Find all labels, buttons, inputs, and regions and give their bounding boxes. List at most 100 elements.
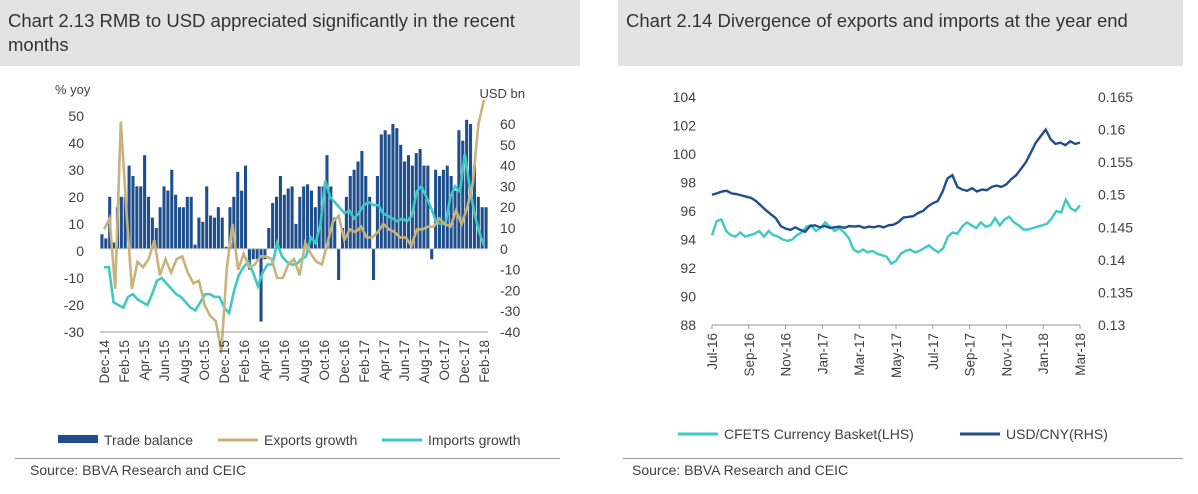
- trade-balance-bar: [294, 223, 298, 249]
- cfets-basket-line: [710, 196, 1081, 266]
- trade-balance-bar: [181, 207, 185, 249]
- x-tick-label: Jun-16: [277, 340, 292, 381]
- trade-balance-bar: [317, 186, 321, 249]
- trade-balance-bar: [178, 207, 182, 249]
- legend-cfets-label: CFETS Currency Basket(LHS): [724, 426, 914, 442]
- trade-balance-bar: [166, 190, 170, 249]
- trade-balance-bar: [271, 203, 275, 249]
- legend-exports-label: Exports growth: [264, 432, 357, 448]
- x-tick-label: Jul-16: [705, 333, 720, 370]
- usd-cny-line: [711, 127, 1081, 234]
- left-tick-label: 100: [673, 146, 697, 162]
- trade-balance-bar: [465, 119, 469, 249]
- trade-balance-bar: [426, 165, 430, 249]
- trade-balance-bar: [333, 217, 337, 249]
- trade-balance-bar: [127, 165, 131, 249]
- trade-balance-bar: [379, 134, 383, 249]
- trade-balance-bar: [399, 144, 403, 249]
- trade-balance-bar: [422, 165, 426, 249]
- trade-balance-bar: [146, 196, 151, 249]
- trade-balance-bar: [344, 196, 348, 249]
- right-tick-label: 0.135: [1098, 284, 1133, 300]
- trade-balance-bar: [119, 196, 123, 249]
- trade-balance-bar: [313, 207, 317, 249]
- trade-balance-bar: [484, 207, 488, 249]
- trade-balance-bar: [263, 248, 267, 260]
- x-tick-label: Mar-18: [1073, 333, 1088, 376]
- right-tick-label: 0.15: [1098, 187, 1125, 203]
- trade-balance-bar: [240, 190, 244, 249]
- trade-balance-bar: [197, 217, 201, 249]
- trade-balance-bar: [437, 176, 442, 249]
- right-tick-label: 0.16: [1098, 122, 1125, 138]
- trade-balance-bar: [185, 196, 189, 249]
- trade-balance-bar: [368, 196, 372, 249]
- left-tick-label: 98: [680, 175, 696, 191]
- right-tick-label: -10: [500, 262, 520, 278]
- x-tick-label: Oct-17: [437, 340, 452, 381]
- x-tick-label: Nov-16: [779, 333, 794, 377]
- trade-balance-bar: [286, 188, 290, 249]
- legend-usdcny-label: USD/CNY(RHS): [1006, 426, 1108, 442]
- trade-balance-bar: [430, 248, 434, 260]
- x-tick-label: Feb-18: [477, 340, 492, 383]
- trade-balance-bar: [100, 234, 104, 249]
- x-tick-label: Feb-16: [237, 340, 252, 383]
- chart-2-14-plot: 104 102 100 98 96 94 92 90 88 0.165 0.16 0.155 0.15 0…: [673, 89, 1134, 442]
- trade-balance-bar: [201, 221, 205, 249]
- left-tick-label: 0: [76, 243, 84, 259]
- trade-balance-bar: [406, 155, 410, 249]
- left-tick-label: 96: [680, 203, 696, 219]
- left-tick-label: 50: [68, 108, 84, 124]
- trade-balance-bar: [174, 194, 178, 249]
- trade-balance-bar: [441, 169, 445, 249]
- trade-balance-bar: [403, 161, 407, 249]
- trade-balance-bar: [387, 134, 391, 249]
- trade-balance-bar: [267, 228, 271, 249]
- left-tick-label: -10: [64, 270, 84, 286]
- trade-balance-bar: [224, 246, 228, 249]
- trade-balance-bar: [372, 248, 376, 280]
- trade-balance-bar: [356, 161, 360, 249]
- right-tick-label: 0.13: [1098, 317, 1125, 333]
- trade-balance-bar: [476, 196, 480, 249]
- trade-balance-bar: [154, 228, 158, 249]
- trade-balance-bar: [278, 176, 282, 249]
- trade-balance-bar: [193, 244, 197, 249]
- trade-balance-bar: [282, 194, 286, 249]
- trade-balance-bar: [123, 196, 127, 249]
- chart-2-14-divider: [623, 458, 1183, 459]
- x-tick-label: Apr-16: [257, 340, 272, 381]
- trade-balance-bar: [383, 130, 387, 249]
- left-tick-label: 30: [68, 162, 84, 178]
- right-tick-label: 0.155: [1098, 154, 1133, 170]
- trade-balance-bar: [298, 196, 302, 249]
- legend-trade-balance-swatch: [58, 435, 98, 443]
- legend-imports-label: Imports growth: [428, 432, 521, 448]
- trade-balance-bar: [112, 242, 116, 249]
- x-tick-label: Oct-15: [197, 340, 212, 381]
- trade-balance-bar: [306, 184, 310, 249]
- trade-balance-bar: [309, 190, 313, 249]
- x-tick-label: May-17: [889, 333, 904, 378]
- trade-balance-bar: [255, 248, 259, 260]
- trade-balance-bar: [143, 155, 147, 249]
- trade-balance-bar: [232, 196, 236, 249]
- right-axis-unit: USD bn: [479, 86, 525, 101]
- trade-balance-bar: [189, 196, 193, 249]
- trade-balance-bar: [275, 196, 279, 249]
- x-tick-label: Nov-17: [999, 333, 1014, 377]
- trade-balance-bar: [321, 186, 325, 249]
- trade-balance-bar: [364, 176, 368, 249]
- right-tick-label: 0.165: [1098, 89, 1133, 105]
- x-tick-label: Aug-15: [177, 340, 192, 384]
- x-tick-label: Sep-16: [742, 333, 757, 377]
- right-tick-label: 10: [500, 220, 516, 236]
- x-tick-label: Dec-15: [217, 340, 232, 384]
- right-tick-label: 20: [500, 199, 516, 215]
- right-tick-label: -40: [500, 324, 520, 340]
- trade-balance-bar: [131, 176, 135, 249]
- trade-balance-bar: [461, 140, 465, 249]
- trade-balance-bar: [395, 128, 399, 249]
- trade-balance-bar: [228, 207, 232, 249]
